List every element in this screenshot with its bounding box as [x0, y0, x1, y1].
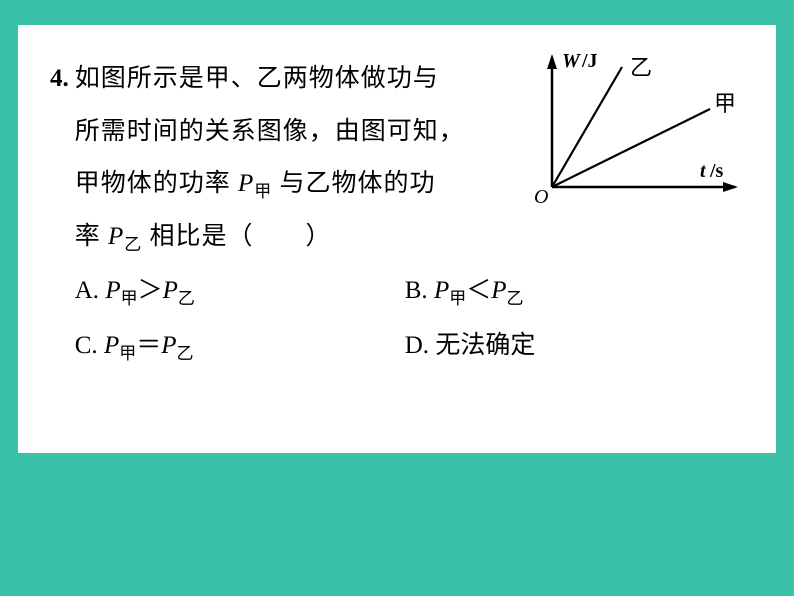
- optA-P1: P: [105, 277, 120, 304]
- option-D: D. 无法确定: [405, 320, 536, 373]
- options-row-2: C. P甲＝P乙 D. 无法确定: [75, 320, 744, 373]
- optC-sub1: 甲: [119, 344, 136, 363]
- optA-P2: P: [163, 277, 178, 304]
- q3-P: P: [238, 170, 254, 197]
- optB-P2: P: [491, 277, 506, 304]
- optC-op: ＝: [136, 332, 161, 359]
- optB-sub1: 甲: [449, 289, 466, 308]
- optD-text: 无法确定: [435, 332, 535, 359]
- q3-text-a: 甲物体的功率: [75, 170, 238, 197]
- option-B: B. P甲＜P乙: [405, 265, 524, 318]
- optB-P1: P: [434, 277, 449, 304]
- q4-text-b: 相比是（ ）: [142, 223, 331, 250]
- work-time-chart: W/J t/s O 乙甲: [530, 47, 748, 207]
- optB-prefix: B.: [405, 277, 434, 304]
- svg-text:t: t: [700, 160, 707, 182]
- svg-text:甲: 甲: [714, 91, 736, 116]
- optC-P2: P: [161, 332, 176, 359]
- svg-text:/J: /J: [581, 50, 598, 72]
- optA-sub1: 甲: [121, 289, 138, 308]
- question-box: 4. 如图所示是甲、乙两物体做功与 所需时间的关系图像，由图可知， 甲物体的功率…: [18, 25, 776, 453]
- q3-sub1: 甲: [254, 182, 272, 201]
- chart-svg: W/J t/s O 乙甲: [530, 47, 748, 207]
- question-line-4: 率 P乙 相比是（ ）: [75, 211, 744, 264]
- optD-prefix: D.: [405, 332, 436, 359]
- optC-P1: P: [104, 332, 119, 359]
- optA-prefix: A.: [75, 277, 106, 304]
- optB-sub2: 乙: [507, 289, 524, 308]
- options-row-1: A. P甲＞P乙 B. P甲＜P乙: [75, 265, 744, 318]
- svg-text:W: W: [562, 50, 581, 72]
- option-C: C. P甲＝P乙: [75, 320, 405, 373]
- optC-sub2: 乙: [177, 344, 194, 363]
- q4-P: P: [108, 223, 124, 250]
- q4-text-a: 率: [75, 223, 108, 250]
- svg-text:/s: /s: [709, 160, 724, 182]
- svg-text:O: O: [534, 186, 548, 207]
- option-A: A. P甲＞P乙: [75, 265, 405, 318]
- optC-prefix: C.: [75, 332, 104, 359]
- optB-op: ＜: [466, 277, 491, 304]
- svg-text:乙: 乙: [630, 55, 652, 80]
- q3-text-b: 与乙物体的功: [272, 170, 435, 197]
- question-number: 4.: [50, 53, 69, 106]
- q4-sub: 乙: [124, 235, 142, 254]
- optA-op: ＞: [138, 277, 163, 304]
- optA-sub2: 乙: [178, 289, 195, 308]
